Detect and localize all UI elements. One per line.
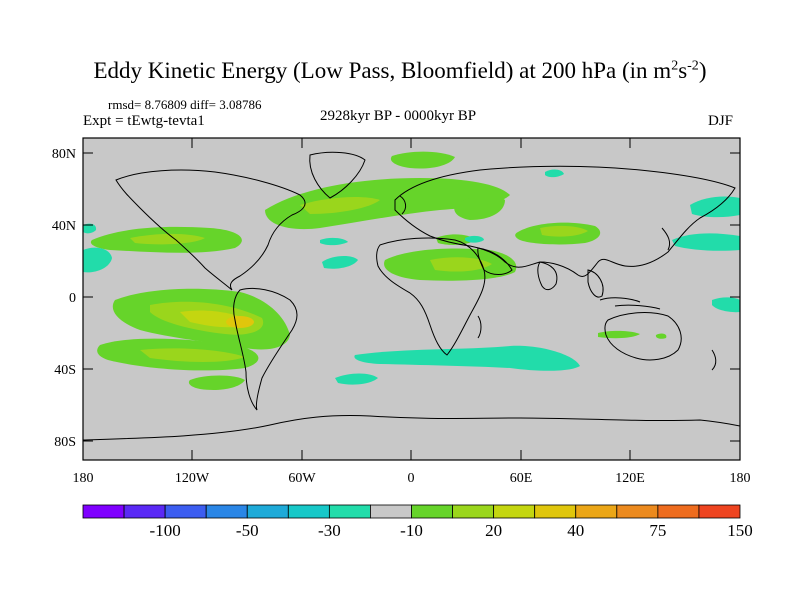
contour-pos-south-atlantic: [188, 375, 245, 390]
contour-neg-np-edge: [83, 223, 97, 234]
colorbar-label: 40: [567, 521, 584, 540]
contour-neg-atlantic-small: [322, 256, 358, 269]
contour-pos-natlantic: [265, 178, 510, 230]
colorbar-box: [328, 504, 371, 519]
colorbar-box: [575, 504, 618, 519]
coast-north-america: [115, 169, 306, 291]
coastlines: [83, 151, 740, 441]
contour-pos-asia-inner: [540, 225, 588, 237]
contour-pos-natlantic-inner: [300, 197, 380, 214]
period-label: 2928kyr BP - 0000kyr BP: [320, 108, 477, 124]
experiment-label: Expt = tEwtg-tevta1: [83, 113, 205, 129]
colorbar-box: [411, 504, 453, 519]
coast-india: [537, 261, 558, 291]
coast-arabia: [477, 247, 513, 275]
colorbar-box: [287, 504, 330, 519]
lat-label: 80N: [52, 147, 76, 162]
colorbar-box: [534, 504, 577, 519]
coast-greenland: [309, 151, 366, 199]
contour-neg-npacific-west: [83, 247, 112, 273]
colorbar-label: 150: [727, 521, 753, 540]
lat-label: 40N: [52, 219, 76, 234]
coast-japan: [661, 227, 671, 251]
contour-pos-npacific-inner: [130, 233, 205, 245]
contour-pos-andes-core: [226, 316, 254, 328]
colorbar-box: [493, 504, 536, 519]
lon-label: 120E: [615, 471, 645, 486]
lon-label: 120W: [175, 471, 210, 486]
contour-pos-mideast: [436, 234, 476, 245]
colorbar-box: [164, 504, 207, 519]
colorbar-label: 75: [649, 521, 666, 540]
title-superscript-1: 2: [671, 58, 679, 74]
lat-labels: 80N 40N 0 40S 80S: [52, 147, 76, 450]
title-mid: s: [678, 58, 688, 83]
contour-pos-south-pacific-inner: [140, 348, 245, 362]
contour-neg-npacific-east: [690, 196, 740, 218]
contour-pos-sahara-inner: [430, 257, 492, 272]
coast-uk: [399, 195, 407, 215]
lat-label: 40S: [54, 363, 76, 378]
coast-eurasia: [394, 165, 736, 277]
coast-antarctica: [83, 414, 740, 441]
lon-label: 60E: [510, 471, 533, 486]
lon-label: 180: [730, 471, 751, 486]
title-end: ): [698, 58, 707, 83]
contour-neg-np-east-tail: [672, 233, 740, 251]
colorbar-box: [123, 504, 166, 519]
contour-neg-southern-ocean: [354, 345, 580, 371]
coast-se-asia: [587, 269, 604, 298]
colorbar-box: [370, 504, 412, 519]
colorbar-box: [246, 504, 289, 519]
coast-new-zealand: [711, 349, 717, 371]
contour-neg-arctic-east: [545, 169, 564, 178]
colorbar-box: [452, 504, 495, 519]
colorbar-label: 20: [485, 521, 502, 540]
lon-label: 60W: [288, 471, 316, 486]
axis-ticks: [82, 138, 741, 460]
colorbar-box: [616, 504, 659, 519]
anomaly-contours: [83, 151, 740, 390]
contour-neg-asia-small: [465, 235, 484, 243]
contour-neg-sa-south: [335, 373, 378, 385]
coast-south-america: [233, 287, 298, 411]
coast-africa: [376, 237, 486, 356]
title-main: Eddy Kinetic Energy (Low Pass, Bloomfiel…: [93, 58, 672, 83]
contour-neg-atlantic-small2: [320, 237, 348, 246]
contour-neg-aus-east: [712, 297, 740, 313]
lon-label: 180: [73, 471, 94, 486]
colorbar: [82, 504, 741, 519]
lat-label: 80S: [54, 435, 76, 450]
coast-australia: [604, 312, 682, 361]
colorbar-box: [698, 504, 741, 519]
map-panel: 80N 40N 0 40S 80S 180 120W 60W 0 60E 120…: [52, 137, 751, 486]
colorbar-label: -100: [150, 521, 181, 540]
lon-labels: 180 120W 60W 0 60E 120E 180: [73, 471, 751, 486]
colorbar-label: -10: [400, 521, 423, 540]
stats-line: rmsd= 8.76809 diff= 3.08786: [108, 97, 262, 112]
contour-pos-tasman: [655, 333, 667, 339]
colorbar-box: [205, 504, 248, 519]
lon-label: 0: [408, 471, 415, 486]
chart-title: Eddy Kinetic Energy (Low Pass, Bloomfiel…: [0, 58, 800, 84]
colorbar-label: -30: [318, 521, 341, 540]
colorbar-box: [82, 504, 125, 519]
contour-pos-arctic: [390, 151, 455, 169]
coast-madagascar: [477, 315, 482, 339]
contour-pos-southern-indian: [598, 330, 640, 339]
season-label: DJF: [708, 113, 734, 129]
coast-indonesia: [599, 297, 661, 310]
colorbar-label: -50: [236, 521, 259, 540]
title-superscript-2: -2: [687, 58, 699, 74]
contour-pos-europe: [454, 195, 505, 220]
lat-label: 0: [69, 291, 76, 306]
colorbar-labels: -100 -50 -30 -10 20 40 75 150: [150, 521, 753, 540]
colorbar-box: [657, 504, 700, 519]
